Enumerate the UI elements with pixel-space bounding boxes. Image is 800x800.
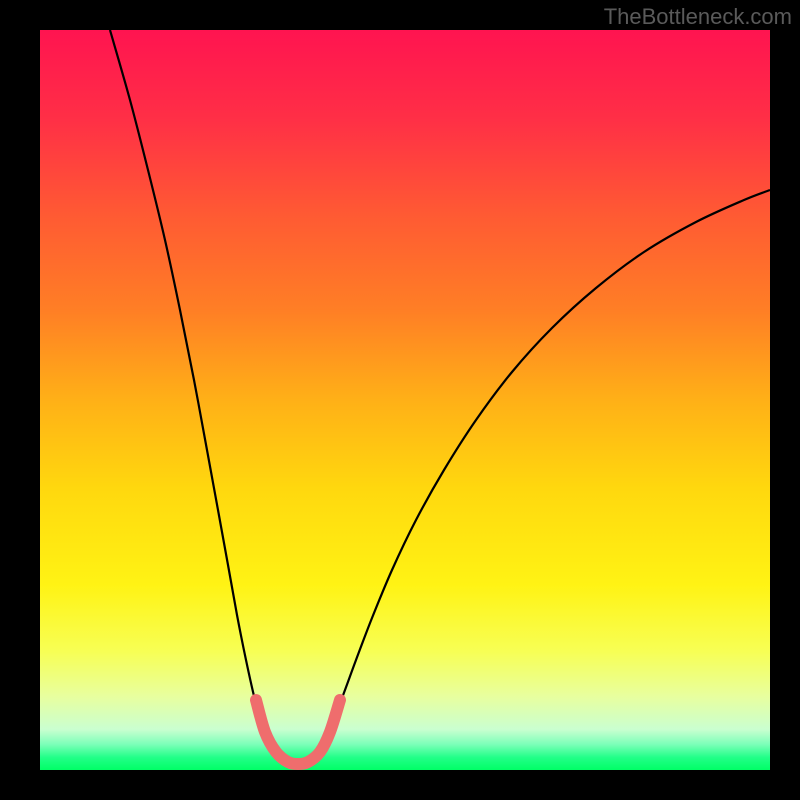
chart-curve-right	[321, 190, 770, 748]
plot-area	[40, 30, 770, 770]
bottleneck-marker	[256, 700, 340, 764]
watermark-text: TheBottleneck.com	[604, 4, 792, 30]
curve-layer	[40, 30, 770, 770]
chart-curve-left	[110, 30, 273, 748]
